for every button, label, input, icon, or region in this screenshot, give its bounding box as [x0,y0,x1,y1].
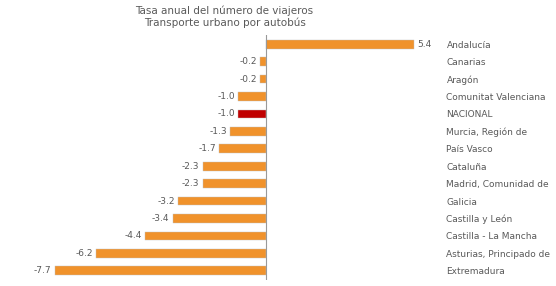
Text: -6.2: -6.2 [75,249,93,258]
Bar [55,267,266,275]
Text: -1.0: -1.0 [217,110,235,118]
Bar [145,232,266,240]
Text: -1.0: -1.0 [217,92,235,101]
Text: -1.3: -1.3 [209,127,227,136]
Text: -1.7: -1.7 [198,144,216,153]
Text: -2.3: -2.3 [182,162,200,171]
Bar [260,57,266,66]
Bar [203,162,266,170]
Bar [230,127,266,136]
Text: -2.3: -2.3 [182,179,200,188]
Text: -0.2: -0.2 [240,75,257,84]
Bar [178,197,266,205]
Title: Tasa anual del número de viajeros
Transporte urbano por autobús: Tasa anual del número de viajeros Transp… [136,5,314,28]
Bar [219,144,266,153]
Text: -0.2: -0.2 [240,57,257,66]
Bar [239,92,266,101]
Bar [260,75,266,84]
Bar [172,214,266,223]
Text: -3.4: -3.4 [152,214,169,223]
Text: 5.4: 5.4 [417,40,431,49]
Bar [239,110,266,118]
Bar [266,40,414,49]
Bar [96,249,266,258]
Text: -4.4: -4.4 [125,231,142,241]
Text: -7.7: -7.7 [34,266,52,275]
Bar [203,179,266,188]
Text: -3.2: -3.2 [157,196,175,206]
